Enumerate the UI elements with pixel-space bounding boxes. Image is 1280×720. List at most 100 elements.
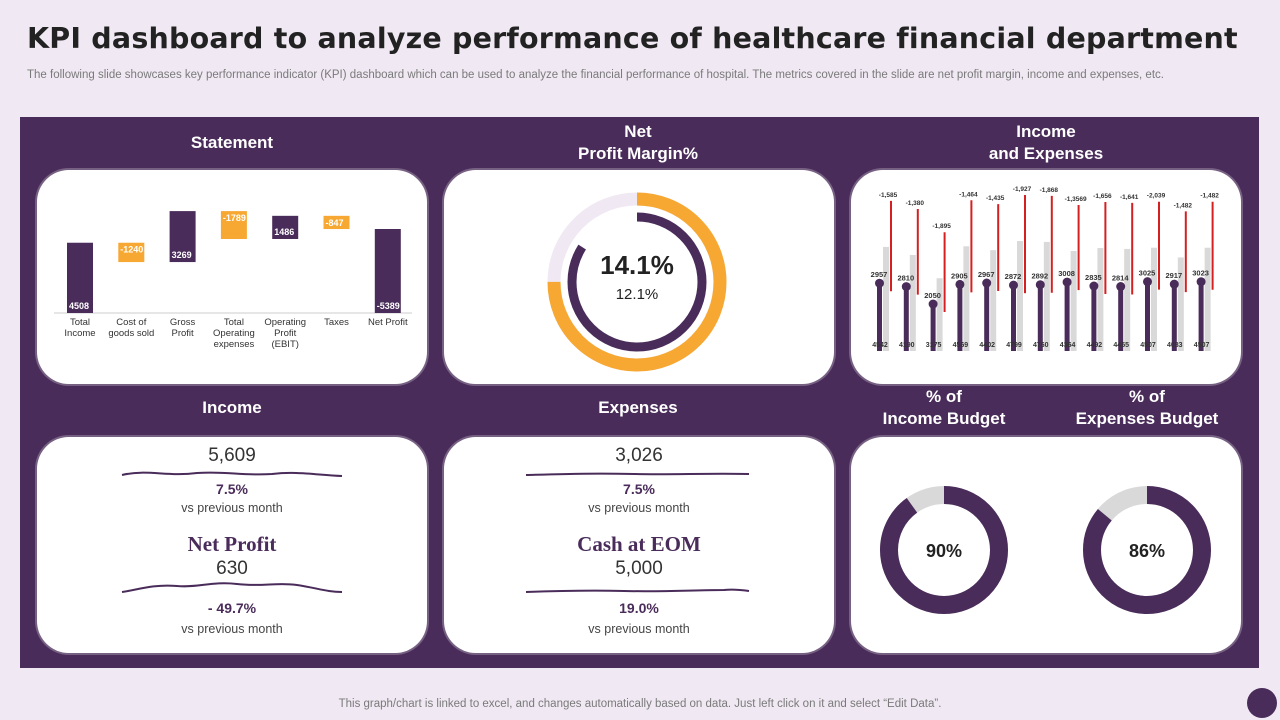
income-bar <box>1037 284 1043 351</box>
expense-bar <box>990 250 997 351</box>
difference-label: -1,927 <box>1013 186 1032 193</box>
income-card: 5,609 7.5% vs previous month Net Profit … <box>37 437 427 653</box>
income-sparkline <box>121 471 343 477</box>
waterfall-bar <box>67 242 93 313</box>
income-bar <box>1198 281 1204 351</box>
income-value-label: 2892 <box>1031 272 1048 281</box>
expense-value-label: 4507 <box>1140 342 1156 349</box>
income-bar <box>1145 281 1150 351</box>
income-bar <box>930 304 936 351</box>
outer-ring-arc <box>547 192 727 372</box>
expense-bar <box>936 278 943 351</box>
expense-bar <box>1151 247 1157 351</box>
income-bar <box>957 284 963 351</box>
footer-note: This graph/chart is linked to excel, and… <box>338 698 942 710</box>
net-profit-margin-card: 14.1% 12.1% <box>444 170 834 384</box>
income-bar <box>1118 286 1124 351</box>
income-budget-title-line1: % of <box>926 387 962 406</box>
page-subtitle: The following slide showcases key perfor… <box>27 69 1164 81</box>
expense-value-label: 4507 <box>1194 342 1210 349</box>
income-title: Income <box>202 398 262 417</box>
expense-bar <box>1177 257 1184 351</box>
waterfall-bar <box>323 215 350 230</box>
income-dot <box>955 279 965 289</box>
income-dot <box>1035 280 1045 290</box>
expense-value-label: 4190 <box>899 342 915 349</box>
statement-card: 4508 Total Income -1240 Cost of goods sold 326… <box>37 170 427 384</box>
income-bar <box>1011 285 1016 351</box>
difference-label: -1,380 <box>906 200 925 207</box>
income-dot <box>1009 280 1018 290</box>
expenses-card: 3,026 7.5% vs previous month Cash at EOM… <box>444 437 834 653</box>
expense-bar <box>1097 248 1104 351</box>
waterfall-bar <box>374 229 401 313</box>
net-profit-heading: Net Profit <box>187 532 277 556</box>
statement-waterfall-chart[interactable]: 4508 Total Income -1240 Cost of goods sold 326… <box>37 170 427 384</box>
net-profit-value: 630 <box>216 558 248 579</box>
expenses-title: Expenses <box>598 398 678 417</box>
net-profit-change: - 49.7% <box>207 600 257 616</box>
income-budget-label: 90% <box>926 541 962 561</box>
expenses-budget-arc <box>1083 486 1211 614</box>
difference-label: -1,656 <box>1093 193 1112 200</box>
waterfall-value-label: 3269 <box>172 250 192 260</box>
difference-label: -1,482 <box>1200 193 1219 200</box>
expense-value-label: 4492 <box>1087 342 1103 349</box>
income-expenses-card: 2957 -1,585 4542 2810 -1,380 4190 2050 -1,895 31… <box>851 170 1241 384</box>
net-profit-margin-title-line1: Net <box>624 122 652 141</box>
slide-corner-dot <box>1247 688 1277 718</box>
income-bar <box>1171 284 1177 351</box>
income-bar <box>877 283 882 351</box>
income-change: 7.5% <box>216 481 248 497</box>
income-dot <box>1143 277 1152 287</box>
income-budget-title: % of Income Budget <box>844 386 1044 430</box>
waterfall-bar <box>272 215 299 239</box>
income-value-label: 3008 <box>1058 269 1075 278</box>
expense-value-label: 4760 <box>1033 342 1049 349</box>
expenses-budget-title-line2: Expenses Budget <box>1075 409 1219 428</box>
income-dot <box>1062 277 1072 287</box>
income-bar <box>903 286 909 351</box>
cash-at-eom-compare: vs previous month <box>588 622 690 636</box>
expense-bar <box>1070 250 1077 351</box>
expenses-budget-label: 86% <box>1129 541 1165 561</box>
expense-bar <box>1017 241 1023 351</box>
net-profit-sparkline <box>121 582 343 593</box>
budget-donuts[interactable]: 90% 86% <box>851 437 1241 653</box>
income-expenses-title: Income and Expenses <box>946 121 1146 165</box>
expenses-budget-title-line1: % of <box>1129 387 1165 406</box>
net-profit-compare: vs previous month <box>181 622 283 636</box>
income-value-label: 3023 <box>1192 269 1209 278</box>
cash-at-eom-sparkline <box>525 588 750 593</box>
income-dot <box>1089 281 1099 291</box>
difference-label: -1,585 <box>879 192 898 199</box>
waterfall-value-label: -1240 <box>120 245 143 255</box>
expense-value-label: 4402 <box>979 342 995 349</box>
inner-ring-arc <box>567 212 707 352</box>
income-value-label: 2967 <box>978 270 995 279</box>
dashboard-panel: Statement Net Profit Margin% Income and … <box>20 117 1259 668</box>
income-value-label: 2872 <box>1005 272 1022 281</box>
expense-value-label: 3175 <box>926 342 942 349</box>
income-value-label: 3025 <box>1139 269 1156 278</box>
cash-at-eom-heading: Cash at EOM <box>577 532 701 556</box>
expense-bar <box>1043 241 1050 351</box>
net-profit-margin-rings[interactable]: 14.1% 12.1% <box>444 170 834 384</box>
expenses-budget-title: % of Expenses Budget <box>1047 386 1247 430</box>
income-value-label: 2917 <box>1165 271 1182 280</box>
expense-value-label: 4799 <box>1006 342 1022 349</box>
income-value-label: 2957 <box>871 270 888 279</box>
income-dot <box>928 299 938 309</box>
waterfall-category-label: Taxes <box>324 317 349 328</box>
income-expenses-chart[interactable]: 2957 -1,585 4542 2810 -1,380 4190 2050 -1,895 31… <box>851 170 1241 384</box>
income-value-label: 2810 <box>897 274 914 283</box>
expense-value-label: 4364 <box>1060 342 1076 349</box>
income-budget-title-line2: Income Budget <box>882 409 1006 428</box>
waterfall-category-label: Net Profit <box>368 317 408 328</box>
expense-bar <box>883 246 889 351</box>
expenses-value: 3,026 <box>615 445 663 466</box>
difference-label: -1,895 <box>932 223 951 230</box>
expenses-sparkline <box>525 472 750 476</box>
waterfall-value-label: 1486 <box>274 227 294 237</box>
difference-label: -1,3569 <box>1065 196 1087 203</box>
